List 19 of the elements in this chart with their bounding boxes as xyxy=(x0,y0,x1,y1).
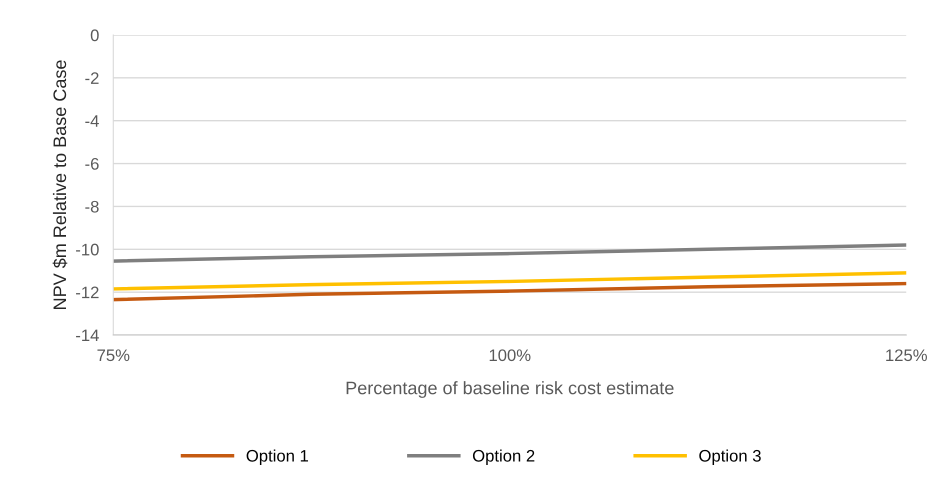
legend-label: Option 1 xyxy=(246,449,308,465)
y-axis-title: NPV $m Relative to Base Case xyxy=(52,60,68,309)
x-tick-label: 75% xyxy=(97,349,130,362)
line-series xyxy=(113,282,906,302)
legend-label: Option 2 xyxy=(472,449,534,465)
legend-label: Option 3 xyxy=(699,449,761,465)
y-tick-label: -4 xyxy=(85,115,99,127)
line-series xyxy=(113,243,906,263)
y-tick-label: -10 xyxy=(76,244,99,256)
line-series xyxy=(113,271,906,291)
x-tick-label: 125% xyxy=(886,349,927,362)
x-tick-label: 100% xyxy=(490,349,530,362)
y-tick-label: -2 xyxy=(85,72,99,84)
y-tick-label: -6 xyxy=(85,158,99,170)
y-tick-label: -8 xyxy=(85,200,99,213)
x-axis-title: Percentage of baseline risk cost estimate xyxy=(346,381,674,398)
y-tick-label: 0 xyxy=(90,29,99,42)
y-tick-label: -14 xyxy=(76,330,99,342)
y-tick-label: -12 xyxy=(76,286,99,298)
